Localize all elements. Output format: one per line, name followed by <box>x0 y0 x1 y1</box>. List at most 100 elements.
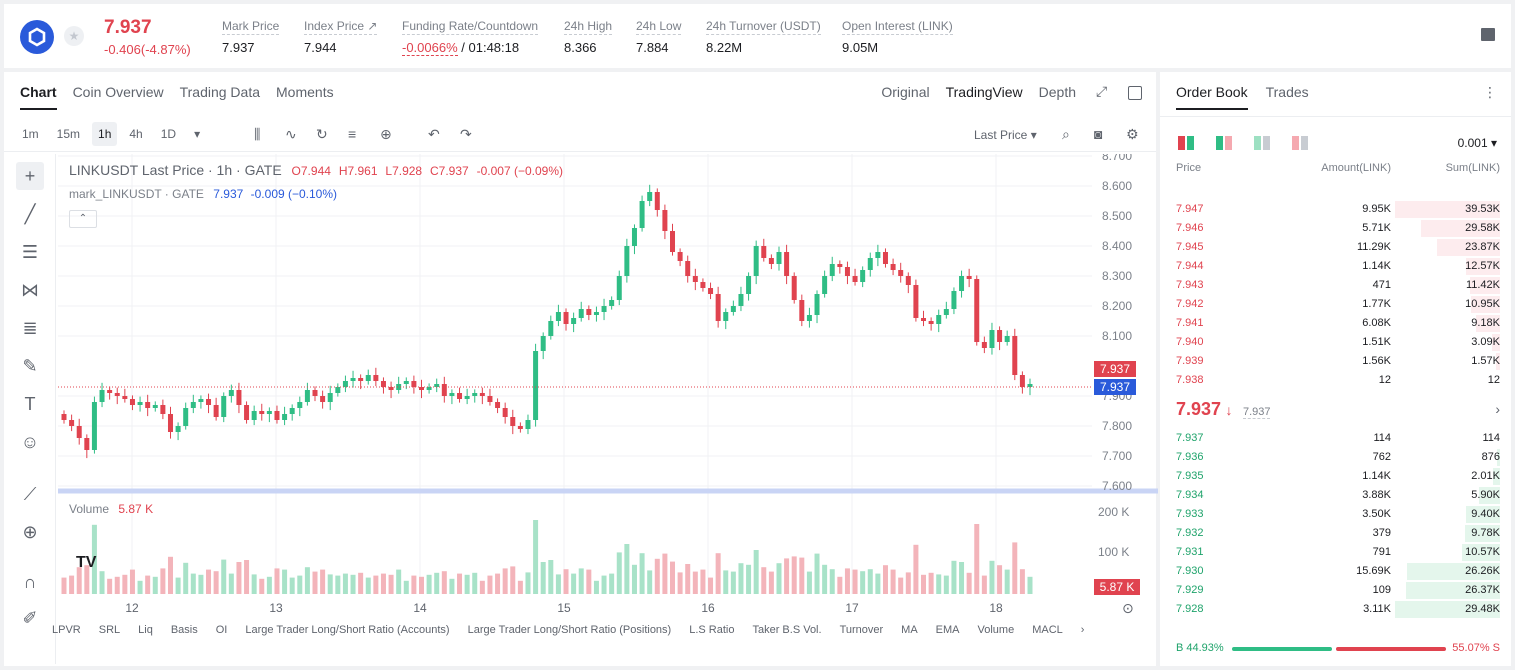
bid-row[interactable]: 7.934 3.88K 5.90K <box>1160 486 1511 505</box>
order-sum: 114 <box>1482 432 1500 444</box>
tab-trading-data[interactable]: Trading Data <box>179 84 261 100</box>
bid-row[interactable]: 7.931 791 10.57K <box>1160 543 1511 562</box>
bid-row[interactable]: 7.929 109 26.37K <box>1160 581 1511 600</box>
price-source-select[interactable]: Last Price ▾ <box>974 128 1037 142</box>
y-tick-label: 8.500 <box>1102 209 1132 223</box>
view-depth[interactable]: Depth <box>1038 84 1076 100</box>
view-original[interactable]: Original <box>881 84 930 100</box>
indicator-2[interactable]: Liq <box>138 624 153 636</box>
candle-body <box>457 393 463 399</box>
candle-body <box>837 264 843 267</box>
redo-icon[interactable]: ↷ <box>460 126 472 142</box>
stat-3: 24h High 8.366 <box>564 19 613 55</box>
split-mode-icon[interactable] <box>1216 136 1232 150</box>
interval-1d[interactable]: 1D <box>160 127 177 141</box>
expand-icon[interactable]: ⤢ <box>1096 83 1108 99</box>
indicator-10[interactable]: MA <box>901 624 918 636</box>
bid-row[interactable]: 7.936 762 876 <box>1160 448 1511 467</box>
indicator-5[interactable]: Large Trader Long/Short Ratio (Accounts) <box>245 624 450 636</box>
gear-icon[interactable]: ⚙ <box>1126 126 1139 142</box>
add-indicator-icon[interactable]: ⊕ <box>380 126 392 142</box>
tab-trades[interactable]: Trades <box>1265 84 1309 100</box>
ask-row[interactable]: 7.942 1.77K 10.95K <box>1160 295 1511 314</box>
indicator-3[interactable]: Basis <box>170 624 198 636</box>
tab-chart[interactable]: Chart <box>20 84 57 110</box>
volume-bar <box>647 570 653 594</box>
ask-row[interactable]: 7.940 1.51K 3.09K <box>1160 333 1511 352</box>
pattern-icon[interactable]: ⋈ <box>21 280 39 300</box>
tab-coin-overview[interactable]: Coin Overview <box>72 84 164 100</box>
camera-icon[interactable]: ◙ <box>1094 126 1103 142</box>
favorite-star-icon[interactable]: ★ <box>64 26 84 46</box>
indicators-icon[interactable]: ∿ <box>285 126 297 142</box>
indicator-12[interactable]: Volume <box>977 624 1015 636</box>
price-chart[interactable]: 8.7008.6008.5008.4008.3008.2008.1007.900… <box>58 154 1158 664</box>
ask-row[interactable]: 7.939 1.56K 1.57K <box>1160 352 1511 371</box>
bid-row[interactable]: 7.933 3.50K 9.40K <box>1160 505 1511 524</box>
book-icon[interactable] <box>1481 28 1495 41</box>
refresh-icon[interactable]: ↻ <box>316 126 328 142</box>
indicator-6[interactable]: Large Trader Long/Short Ratio (Positions… <box>467 624 672 636</box>
ask-row[interactable]: 7.943 471 11.42K <box>1160 276 1511 295</box>
bid-row[interactable]: 7.928 3.11K 29.48K <box>1160 600 1511 619</box>
collapse-legend-icon[interactable]: ⌃ <box>69 210 97 228</box>
bid-row[interactable]: 7.935 1.14K 2.01K <box>1160 467 1511 486</box>
volume-bar <box>289 577 295 594</box>
interval-1h[interactable]: 1h <box>92 122 118 146</box>
fullscreen-icon[interactable] <box>1128 86 1142 100</box>
interval-4h[interactable]: 4h <box>129 127 143 141</box>
indicator-0[interactable]: LPVR <box>52 624 81 636</box>
emoji-icon[interactable]: ☺ <box>20 432 40 452</box>
lock-drawing-icon[interactable]: ✐ <box>22 608 38 628</box>
magnet-icon[interactable]: ∩ <box>23 572 37 592</box>
zoom-in-icon[interactable]: ⊕ <box>22 522 38 542</box>
indicator-9[interactable]: Turnover <box>839 624 884 636</box>
ask-row[interactable]: 7.946 5.71K 29.58K <box>1160 219 1511 238</box>
bid-row[interactable]: 7.930 15.69K 26.26K <box>1160 562 1511 581</box>
ask-row[interactable]: 7.941 6.08K 9.18K <box>1160 314 1511 333</box>
volume-tag: 5.87 K <box>1100 580 1135 594</box>
ask-row[interactable]: 7.944 1.14K 12.57K <box>1160 257 1511 276</box>
chart-settings-icon[interactable]: ⊙ <box>1122 600 1134 616</box>
bid-row[interactable]: 7.937 114 114 <box>1160 429 1511 448</box>
ask-row[interactable]: 7.938 12 12 <box>1160 371 1511 390</box>
both-sides-mode-icon[interactable] <box>1178 136 1194 150</box>
horizontal-lines-icon[interactable]: ☰ <box>21 242 39 262</box>
search-icon[interactable]: ⌕ <box>1062 126 1070 142</box>
indicator-8[interactable]: Taker B.S Vol. <box>752 624 822 636</box>
interval-1m[interactable]: 1m <box>22 127 39 141</box>
more-options-icon[interactable]: ⋮ <box>1483 84 1497 100</box>
tab-order-book[interactable]: Order Book <box>1176 84 1248 110</box>
interval-15m[interactable]: 15m <box>56 127 81 141</box>
indicator-1[interactable]: SRL <box>98 624 121 636</box>
indicator-7[interactable]: L.S Ratio <box>689 624 735 636</box>
brush-icon[interactable]: ✎ <box>22 356 38 376</box>
bid-row[interactable]: 7.932 379 9.78K <box>1160 524 1511 543</box>
chevron-right-icon[interactable]: › <box>1495 401 1500 417</box>
trend-line-icon[interactable]: ╱ <box>24 204 36 224</box>
indicator-13[interactable]: MACL <box>1032 624 1063 636</box>
fib-icon[interactable]: ≣ <box>22 318 38 338</box>
chevron-right-icon[interactable]: › <box>1080 624 1085 636</box>
settings-list-icon[interactable]: ≡ <box>348 126 357 142</box>
candle-body <box>183 408 189 426</box>
undo-icon[interactable]: ↶ <box>428 126 440 142</box>
ask-row[interactable]: 7.947 9.95K 39.53K <box>1160 200 1511 219</box>
indicator-4[interactable]: OI <box>215 624 228 636</box>
order-amount: 5.71K <box>1362 222 1391 234</box>
indicator-11[interactable]: EMA <box>935 624 960 636</box>
chevron-down-icon[interactable]: ▾ <box>194 127 201 141</box>
volume-bar <box>533 520 539 594</box>
asks-only-mode-icon[interactable] <box>1292 136 1308 150</box>
crosshair-icon[interactable]: + <box>16 162 44 190</box>
bids-only-mode-icon[interactable] <box>1254 136 1270 150</box>
legend-symbol: LINKUSDT Last Price · 1h · GATE <box>69 162 282 178</box>
ask-row[interactable]: 7.945 11.29K 23.87K <box>1160 238 1511 257</box>
view-tradingview[interactable]: TradingView <box>945 84 1023 100</box>
precision-select[interactable]: 0.001 ▾ <box>1457 136 1497 150</box>
candle-type-icon[interactable]: ⫼ <box>254 126 261 142</box>
text-icon[interactable]: T <box>24 394 36 414</box>
ruler-icon[interactable]: ⟋ <box>23 484 37 504</box>
tab-moments[interactable]: Moments <box>276 84 334 100</box>
volume-bar <box>814 553 820 594</box>
